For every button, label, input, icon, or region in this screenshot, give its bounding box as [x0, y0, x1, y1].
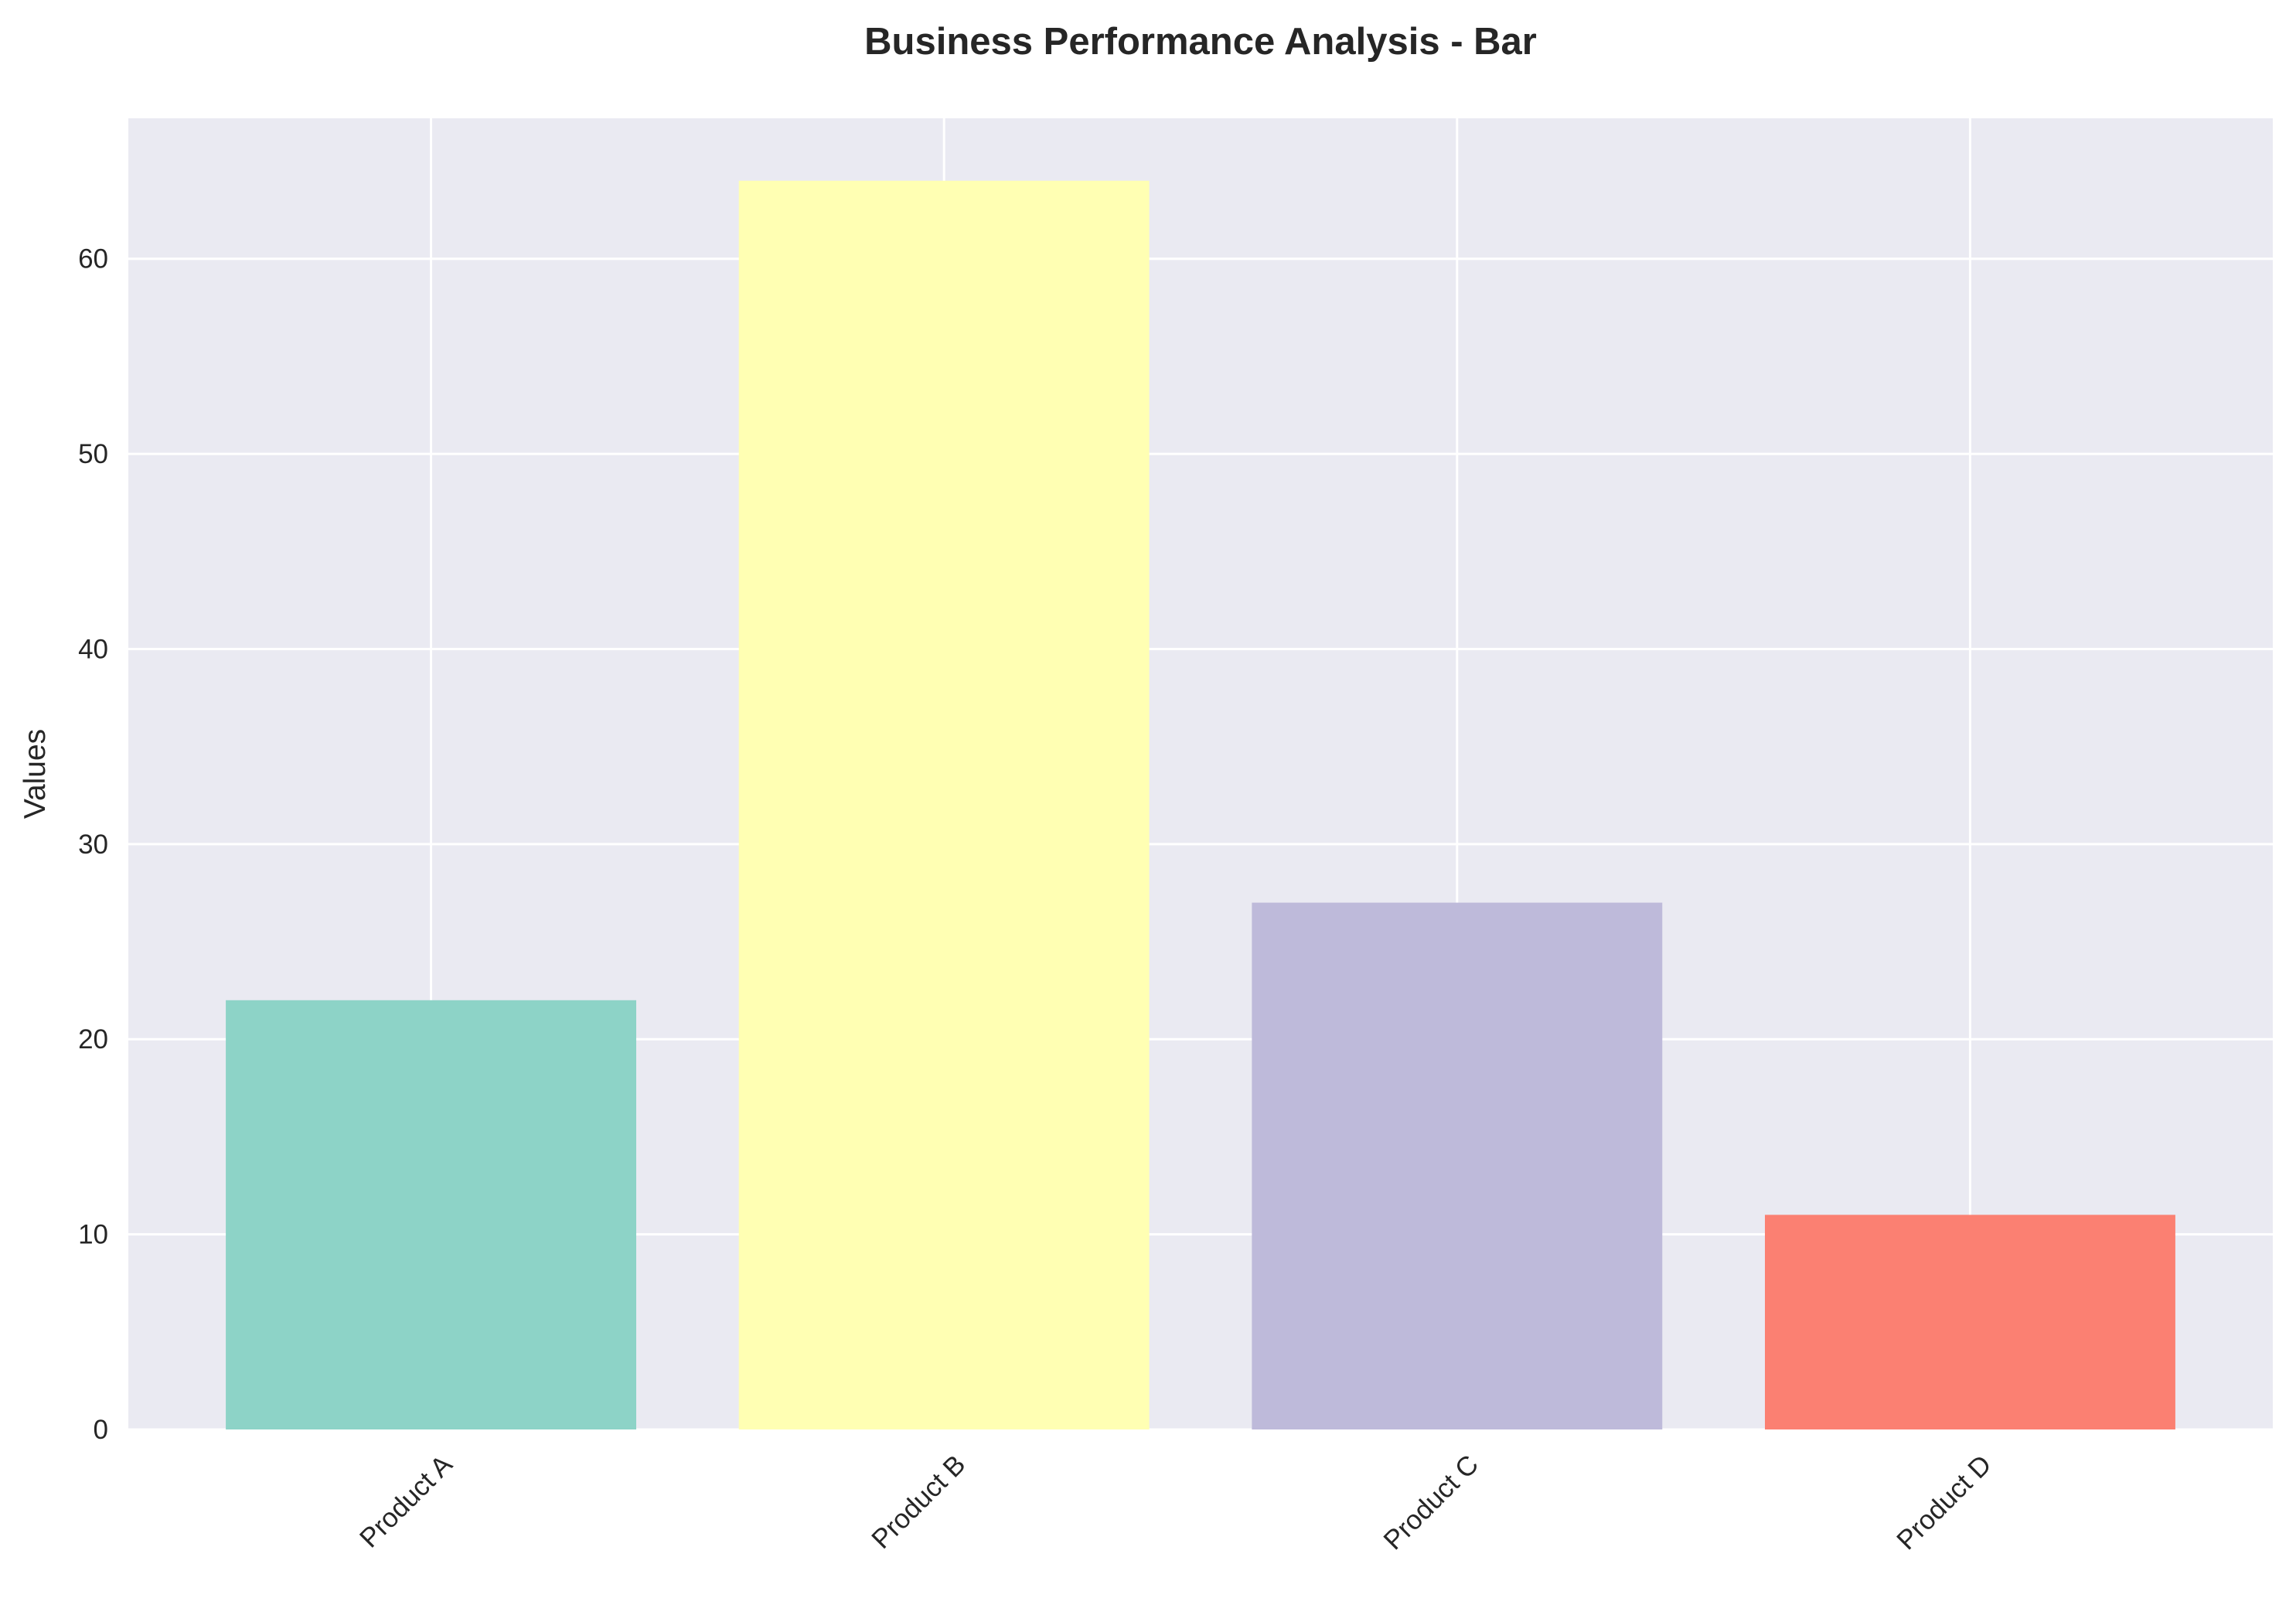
- y-tick-label: 50: [78, 439, 108, 469]
- bar-product-c: [1252, 902, 1663, 1429]
- y-tick-label: 0: [94, 1415, 108, 1445]
- y-tick-label: 10: [78, 1220, 108, 1250]
- bar-product-d: [1765, 1215, 2175, 1429]
- bar-product-b: [738, 180, 1150, 1429]
- y-tick-labels: 0 10 20 30 40 50 60: [78, 244, 108, 1445]
- y-tick-label: 40: [78, 634, 108, 664]
- y-tick-label: 60: [78, 244, 108, 274]
- bars: [226, 180, 2175, 1429]
- chart-title: Business Performance Analysis - Bar: [864, 21, 1537, 63]
- y-tick-label: 20: [78, 1024, 108, 1055]
- y-axis-label: Values: [19, 729, 52, 819]
- y-tick-label: 30: [78, 830, 108, 860]
- bar-product-a: [226, 1000, 636, 1429]
